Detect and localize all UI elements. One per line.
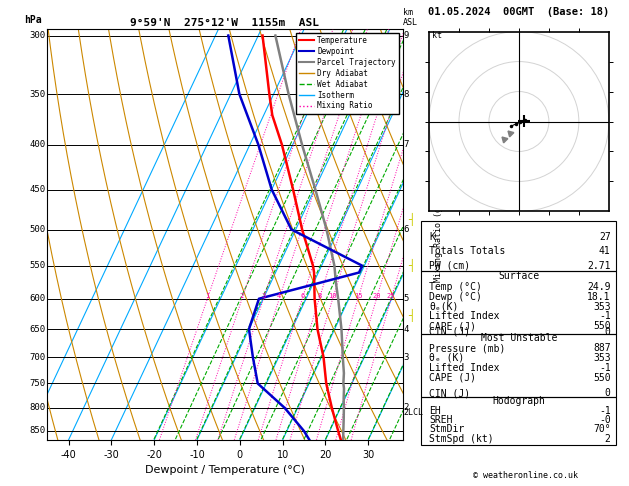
Legend: Temperature, Dewpoint, Parcel Trajectory, Dry Adiabat, Wet Adiabat, Isotherm, Mi: Temperature, Dewpoint, Parcel Trajectory… xyxy=(296,33,399,114)
Text: Temp (°C): Temp (°C) xyxy=(429,282,482,292)
Text: 700: 700 xyxy=(30,353,45,362)
Text: Lifted Index: Lifted Index xyxy=(429,312,499,321)
Text: 353: 353 xyxy=(593,301,611,312)
Text: θₑ (K): θₑ (K) xyxy=(429,353,464,363)
Bar xyxy=(421,397,616,445)
Text: 750: 750 xyxy=(30,379,45,388)
Text: θₑ(K): θₑ(K) xyxy=(429,301,459,312)
Text: 3: 3 xyxy=(403,353,409,362)
Text: Lifted Index: Lifted Index xyxy=(429,363,499,373)
Text: 800: 800 xyxy=(30,403,45,413)
Text: ┤: ┤ xyxy=(409,213,415,226)
Text: 8: 8 xyxy=(317,293,321,299)
Text: StmDir: StmDir xyxy=(429,424,464,434)
Text: Totals Totals: Totals Totals xyxy=(429,246,506,256)
Text: 2LCL: 2LCL xyxy=(403,408,423,417)
Text: 0: 0 xyxy=(604,327,611,337)
Text: 350: 350 xyxy=(30,89,45,99)
Bar xyxy=(421,271,616,334)
Text: 600: 600 xyxy=(30,294,45,303)
Text: 20: 20 xyxy=(372,293,381,299)
Text: -1: -1 xyxy=(599,363,611,373)
Text: Most Unstable: Most Unstable xyxy=(481,333,557,344)
Text: Dewp (°C): Dewp (°C) xyxy=(429,292,482,302)
Text: 3: 3 xyxy=(261,293,265,299)
Text: km
ASL: km ASL xyxy=(403,8,418,27)
Text: 650: 650 xyxy=(30,325,45,333)
Text: CAPE (J): CAPE (J) xyxy=(429,321,476,331)
Text: 27: 27 xyxy=(599,232,611,242)
Text: EH: EH xyxy=(429,406,441,416)
Text: Pressure (mb): Pressure (mb) xyxy=(429,343,506,353)
Text: 4: 4 xyxy=(403,325,409,333)
Text: 7: 7 xyxy=(403,140,409,149)
Text: CIN (J): CIN (J) xyxy=(429,327,470,337)
Text: CAPE (J): CAPE (J) xyxy=(429,373,476,382)
Text: hPa: hPa xyxy=(24,15,42,25)
Text: 550: 550 xyxy=(593,373,611,382)
Text: 550: 550 xyxy=(593,321,611,331)
Text: -1: -1 xyxy=(599,312,611,321)
Text: -1: -1 xyxy=(599,406,611,416)
Text: 353: 353 xyxy=(593,353,611,363)
Text: StmSpd (kt): StmSpd (kt) xyxy=(429,434,494,444)
Text: 9: 9 xyxy=(403,31,409,40)
Title: 9°59'N  275°12'W  1155m  ASL: 9°59'N 275°12'W 1155m ASL xyxy=(130,18,320,28)
Text: 6: 6 xyxy=(403,225,409,234)
Text: SREH: SREH xyxy=(429,415,453,425)
Text: 8: 8 xyxy=(403,89,409,99)
Text: 300: 300 xyxy=(30,31,45,40)
Text: ┤: ┤ xyxy=(409,309,415,322)
Text: 887: 887 xyxy=(593,343,611,353)
Text: 550: 550 xyxy=(30,261,45,270)
Text: 400: 400 xyxy=(30,140,45,149)
Text: 2: 2 xyxy=(403,403,409,413)
Text: K: K xyxy=(429,232,435,242)
Text: Mixing Ratio (g/kg): Mixing Ratio (g/kg) xyxy=(433,187,443,282)
Text: 1: 1 xyxy=(205,293,209,299)
Text: 5: 5 xyxy=(403,294,409,303)
X-axis label: Dewpoint / Temperature (°C): Dewpoint / Temperature (°C) xyxy=(145,465,305,475)
Bar xyxy=(421,221,616,271)
Text: 15: 15 xyxy=(353,293,362,299)
Text: 10: 10 xyxy=(328,293,337,299)
Text: © weatheronline.co.uk: © weatheronline.co.uk xyxy=(473,471,577,480)
Text: 25: 25 xyxy=(387,293,396,299)
Text: PW (cm): PW (cm) xyxy=(429,261,470,271)
Text: 18.1: 18.1 xyxy=(587,292,611,302)
Text: 01.05.2024  00GMT  (Base: 18): 01.05.2024 00GMT (Base: 18) xyxy=(428,7,610,17)
Bar xyxy=(421,334,616,397)
Text: Surface: Surface xyxy=(498,271,540,281)
Text: Hodograph: Hodograph xyxy=(493,396,545,406)
Text: 0: 0 xyxy=(604,388,611,398)
Text: 2: 2 xyxy=(240,293,244,299)
Text: 70°: 70° xyxy=(593,424,611,434)
Text: 2: 2 xyxy=(604,434,611,444)
Text: 450: 450 xyxy=(30,185,45,194)
Text: 6: 6 xyxy=(300,293,304,299)
Text: 500: 500 xyxy=(30,225,45,234)
Text: 2.71: 2.71 xyxy=(587,261,611,271)
Text: ┤: ┤ xyxy=(409,259,415,272)
Text: CIN (J): CIN (J) xyxy=(429,388,470,398)
Text: 24.9: 24.9 xyxy=(587,282,611,292)
Text: 850: 850 xyxy=(30,427,45,435)
Text: 4: 4 xyxy=(277,293,281,299)
Text: -0: -0 xyxy=(599,415,611,425)
Text: 41: 41 xyxy=(599,246,611,256)
Text: kt: kt xyxy=(432,31,442,39)
